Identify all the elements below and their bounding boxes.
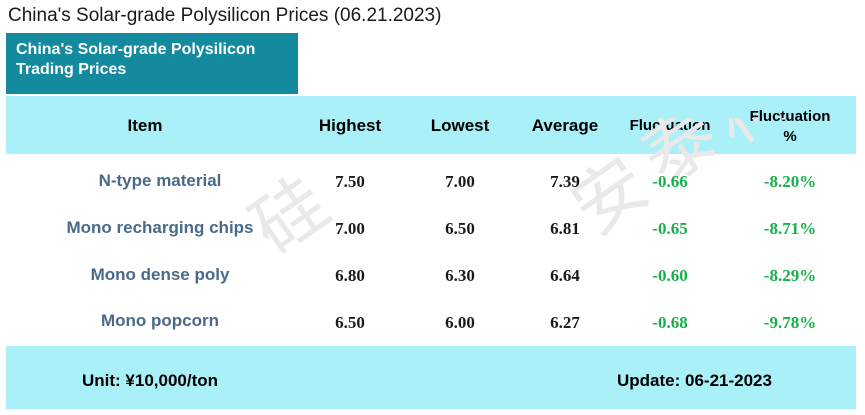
column-header-fluctuation-pct-line-2: % xyxy=(783,128,797,145)
row-fluctuation-pct: -9.78% xyxy=(763,313,817,332)
row-lowest: 6.50 xyxy=(445,219,475,238)
footer-band xyxy=(6,346,856,409)
column-header-fluctuation-pct-line-1: Fluctuation xyxy=(749,108,831,125)
row-average: 7.39 xyxy=(550,172,580,191)
update-date: Update: 06-21-2023 xyxy=(617,371,772,390)
column-header-highest: Highest xyxy=(318,116,382,135)
table-tag: China's Solar-grade Polysilicon Trading … xyxy=(6,33,298,94)
page-title: China's Solar-grade Polysilicon Prices (… xyxy=(8,5,442,26)
table-tag-line-1: China's Solar-grade Polysilicon xyxy=(16,41,256,58)
row-fluctuation: -0.68 xyxy=(652,313,688,332)
column-header-item: Item xyxy=(127,116,163,135)
row-average: 6.27 xyxy=(550,313,580,332)
row-fluctuation-pct: -8.29% xyxy=(763,266,817,285)
unit-label: Unit: ¥10,000/ton xyxy=(82,371,219,390)
row-lowest: 6.00 xyxy=(445,313,475,332)
row-fluctuation: -0.65 xyxy=(652,219,688,238)
column-header-average: Average xyxy=(531,116,599,135)
row-highest: 7.00 xyxy=(335,219,365,238)
row-item-mono-dense: Mono dense poly xyxy=(90,265,230,284)
watermark-glyph: 硅 xyxy=(236,160,344,271)
row-highest: 7.50 xyxy=(335,172,365,191)
column-header-fluctuation: Fluctuation xyxy=(629,117,711,134)
column-header-lowest: Lowest xyxy=(430,116,490,135)
header-band xyxy=(6,96,856,154)
row-fluctuation: -0.66 xyxy=(652,172,688,191)
row-average: 6.81 xyxy=(550,219,580,238)
row-item-n-type: N-type material xyxy=(98,171,222,190)
column-header-fluctuation-pct: Fluctuation % xyxy=(730,107,850,147)
row-highest: 6.50 xyxy=(335,313,365,332)
table-tag-line-2: Trading Prices xyxy=(16,61,127,78)
row-item-mono-popcorn: Mono popcorn xyxy=(100,311,220,330)
row-fluctuation-pct: -8.71% xyxy=(763,219,817,238)
row-lowest: 7.00 xyxy=(445,172,475,191)
row-average: 6.64 xyxy=(550,266,580,285)
row-highest: 6.80 xyxy=(335,266,365,285)
row-fluctuation-pct: -8.20% xyxy=(763,172,817,191)
row-item-mono-recharging: Mono recharging chips xyxy=(66,218,254,237)
row-fluctuation: -0.60 xyxy=(652,266,688,285)
row-lowest: 6.30 xyxy=(445,266,475,285)
